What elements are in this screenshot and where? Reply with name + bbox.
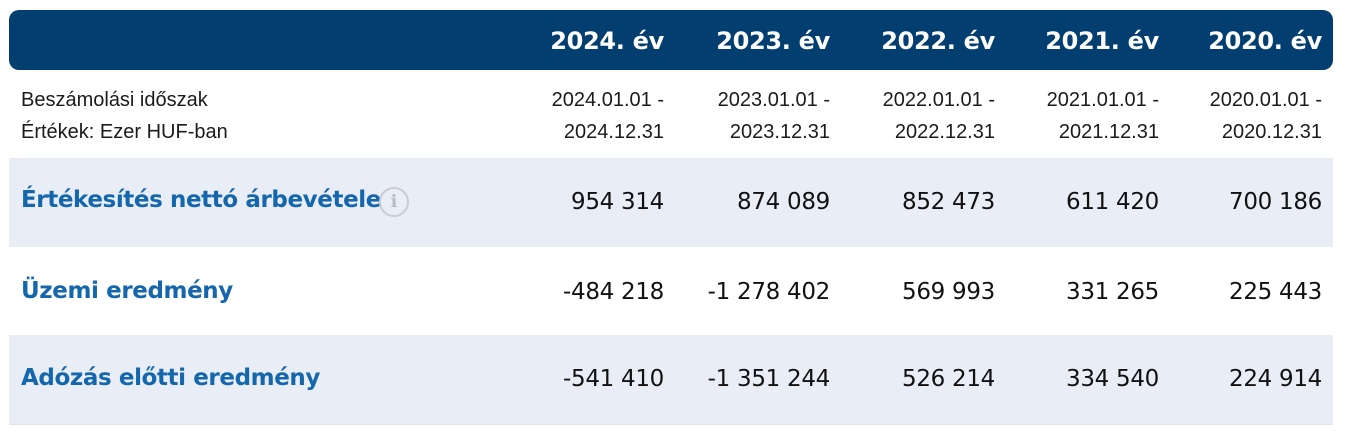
value-cell: 874 089 (736, 189, 830, 215)
year-header-2022[interactable]: 2022. év (881, 27, 995, 55)
value-cell: 225 443 (1228, 279, 1322, 305)
value-cell: -1 351 244 (707, 366, 831, 392)
value-cell: -484 218 (562, 279, 664, 305)
value-cell: 611 420 (1065, 189, 1159, 215)
value-cell: 700 186 (1228, 189, 1322, 215)
value-cell: 331 265 (1065, 279, 1159, 305)
bottom-divider (9, 424, 1333, 425)
period-from: 2020.01.01 - (1209, 89, 1322, 111)
year-header-2023[interactable]: 2023. év (716, 27, 830, 55)
period-to: 2021.12.31 (1058, 121, 1159, 143)
period-2020: 2020.01.01 - 2020.12.31 (1122, 84, 1322, 148)
period-to: 2020.12.31 (1221, 121, 1322, 143)
period-row: Beszámolási időszak Értékek: Ezer HUF-ba… (9, 70, 1333, 158)
info-icon[interactable]: i (379, 187, 409, 217)
year-header-2020[interactable]: 2020. év (1208, 27, 1322, 55)
value-cell: 224 914 (1228, 366, 1322, 392)
period-from: 2024.01.01 - (551, 89, 664, 111)
value-cell: -1 278 402 (707, 279, 831, 305)
value-cell: 852 473 (901, 189, 995, 215)
period-to: 2023.12.31 (729, 121, 830, 143)
period-2021: 2021.01.01 - 2021.12.31 (959, 84, 1159, 148)
period-2023: 2023.01.01 - 2023.12.31 (630, 84, 830, 148)
period-2024: 2024.01.01 - 2024.12.31 (464, 84, 664, 148)
period-from: 2022.01.01 - (882, 89, 995, 111)
value-cell: 526 214 (901, 366, 995, 392)
period-to: 2022.12.31 (894, 121, 995, 143)
year-header-2021[interactable]: 2021. év (1045, 27, 1159, 55)
unit-label: Értékek: Ezer HUF-ban (21, 121, 228, 143)
table-row: Üzemi eredmény -484 218 -1 278 402 569 9… (9, 247, 1333, 335)
value-cell: -541 410 (562, 366, 664, 392)
table-row: Adózás előtti eredmény -541 410 -1 351 2… (9, 335, 1333, 424)
period-from: 2021.01.01 - (1046, 89, 1159, 111)
value-cell: 569 993 (901, 279, 995, 305)
value-cell: 954 314 (570, 189, 664, 215)
table-header: 2024. év 2023. év 2022. év 2021. év 2020… (9, 10, 1333, 70)
row-label-revenue[interactable]: Értékesítés nettó árbevétele (21, 187, 381, 213)
table-row: Értékesítés nettó árbevétele i 954 314 8… (9, 158, 1333, 247)
value-cell: 334 540 (1065, 366, 1159, 392)
period-to: 2024.12.31 (563, 121, 664, 143)
period-from: 2023.01.01 - (717, 89, 830, 111)
period-label: Beszámolási időszak Értékek: Ezer HUF-ba… (21, 84, 228, 148)
row-label-pretax-result[interactable]: Adózás előtti eredmény (21, 365, 320, 391)
period-2022: 2022.01.01 - 2022.12.31 (795, 84, 995, 148)
period-label-line1: Beszámolási időszak (21, 89, 208, 111)
row-label-operating-result[interactable]: Üzemi eredmény (21, 278, 233, 304)
year-header-2024[interactable]: 2024. év (550, 27, 664, 55)
